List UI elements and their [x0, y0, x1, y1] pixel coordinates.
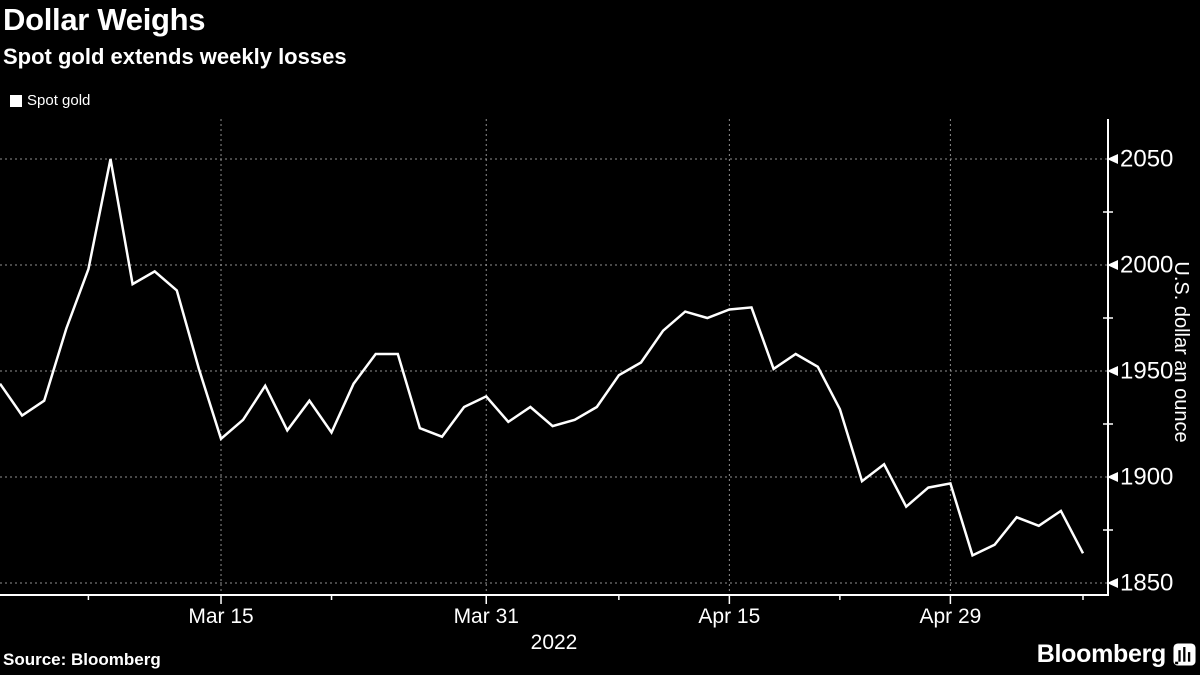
y-tick-label: 2050 [1120, 146, 1173, 173]
y-tick-arrow-icon [1107, 366, 1118, 376]
y-tick-arrow-icon [1107, 260, 1118, 270]
y-tick-arrow-icon [1107, 578, 1118, 588]
source-credit: Source: Bloomberg [3, 650, 161, 669]
x-tick-label: Mar 15 [188, 605, 253, 628]
bloomberg-logo: Bloomberg [1037, 640, 1196, 669]
series-line [0, 158, 1085, 558]
bloomberg-wordmark: Bloomberg [1036, 640, 1167, 668]
bloomberg-terminal-icon [1173, 643, 1196, 666]
legend-swatch-icon [10, 94, 22, 107]
chart-title: Dollar Weighs [3, 2, 206, 37]
y-tick-label: 2000 [1120, 252, 1173, 279]
y-tick-label: 1950 [1120, 358, 1173, 385]
chart-subtitle: Spot gold extends weekly losses [3, 44, 347, 69]
x-axis-year-label: 2022 [531, 631, 578, 654]
y-tick-arrow-icon [1107, 472, 1118, 482]
y-tick-label: 1900 [1120, 464, 1173, 491]
y-axis-title: U.S. dollar an ounce [1170, 261, 1192, 442]
x-tick-label: Apr 29 [919, 605, 981, 628]
legend-label: Spot gold [27, 92, 91, 109]
y-tick-arrow-icon [1107, 154, 1118, 164]
y-tick-label: 1850 [1120, 570, 1173, 597]
legend: Spot gold [10, 92, 90, 109]
x-tick-label: Mar 31 [454, 605, 519, 628]
x-tick-label: Apr 15 [698, 605, 760, 628]
